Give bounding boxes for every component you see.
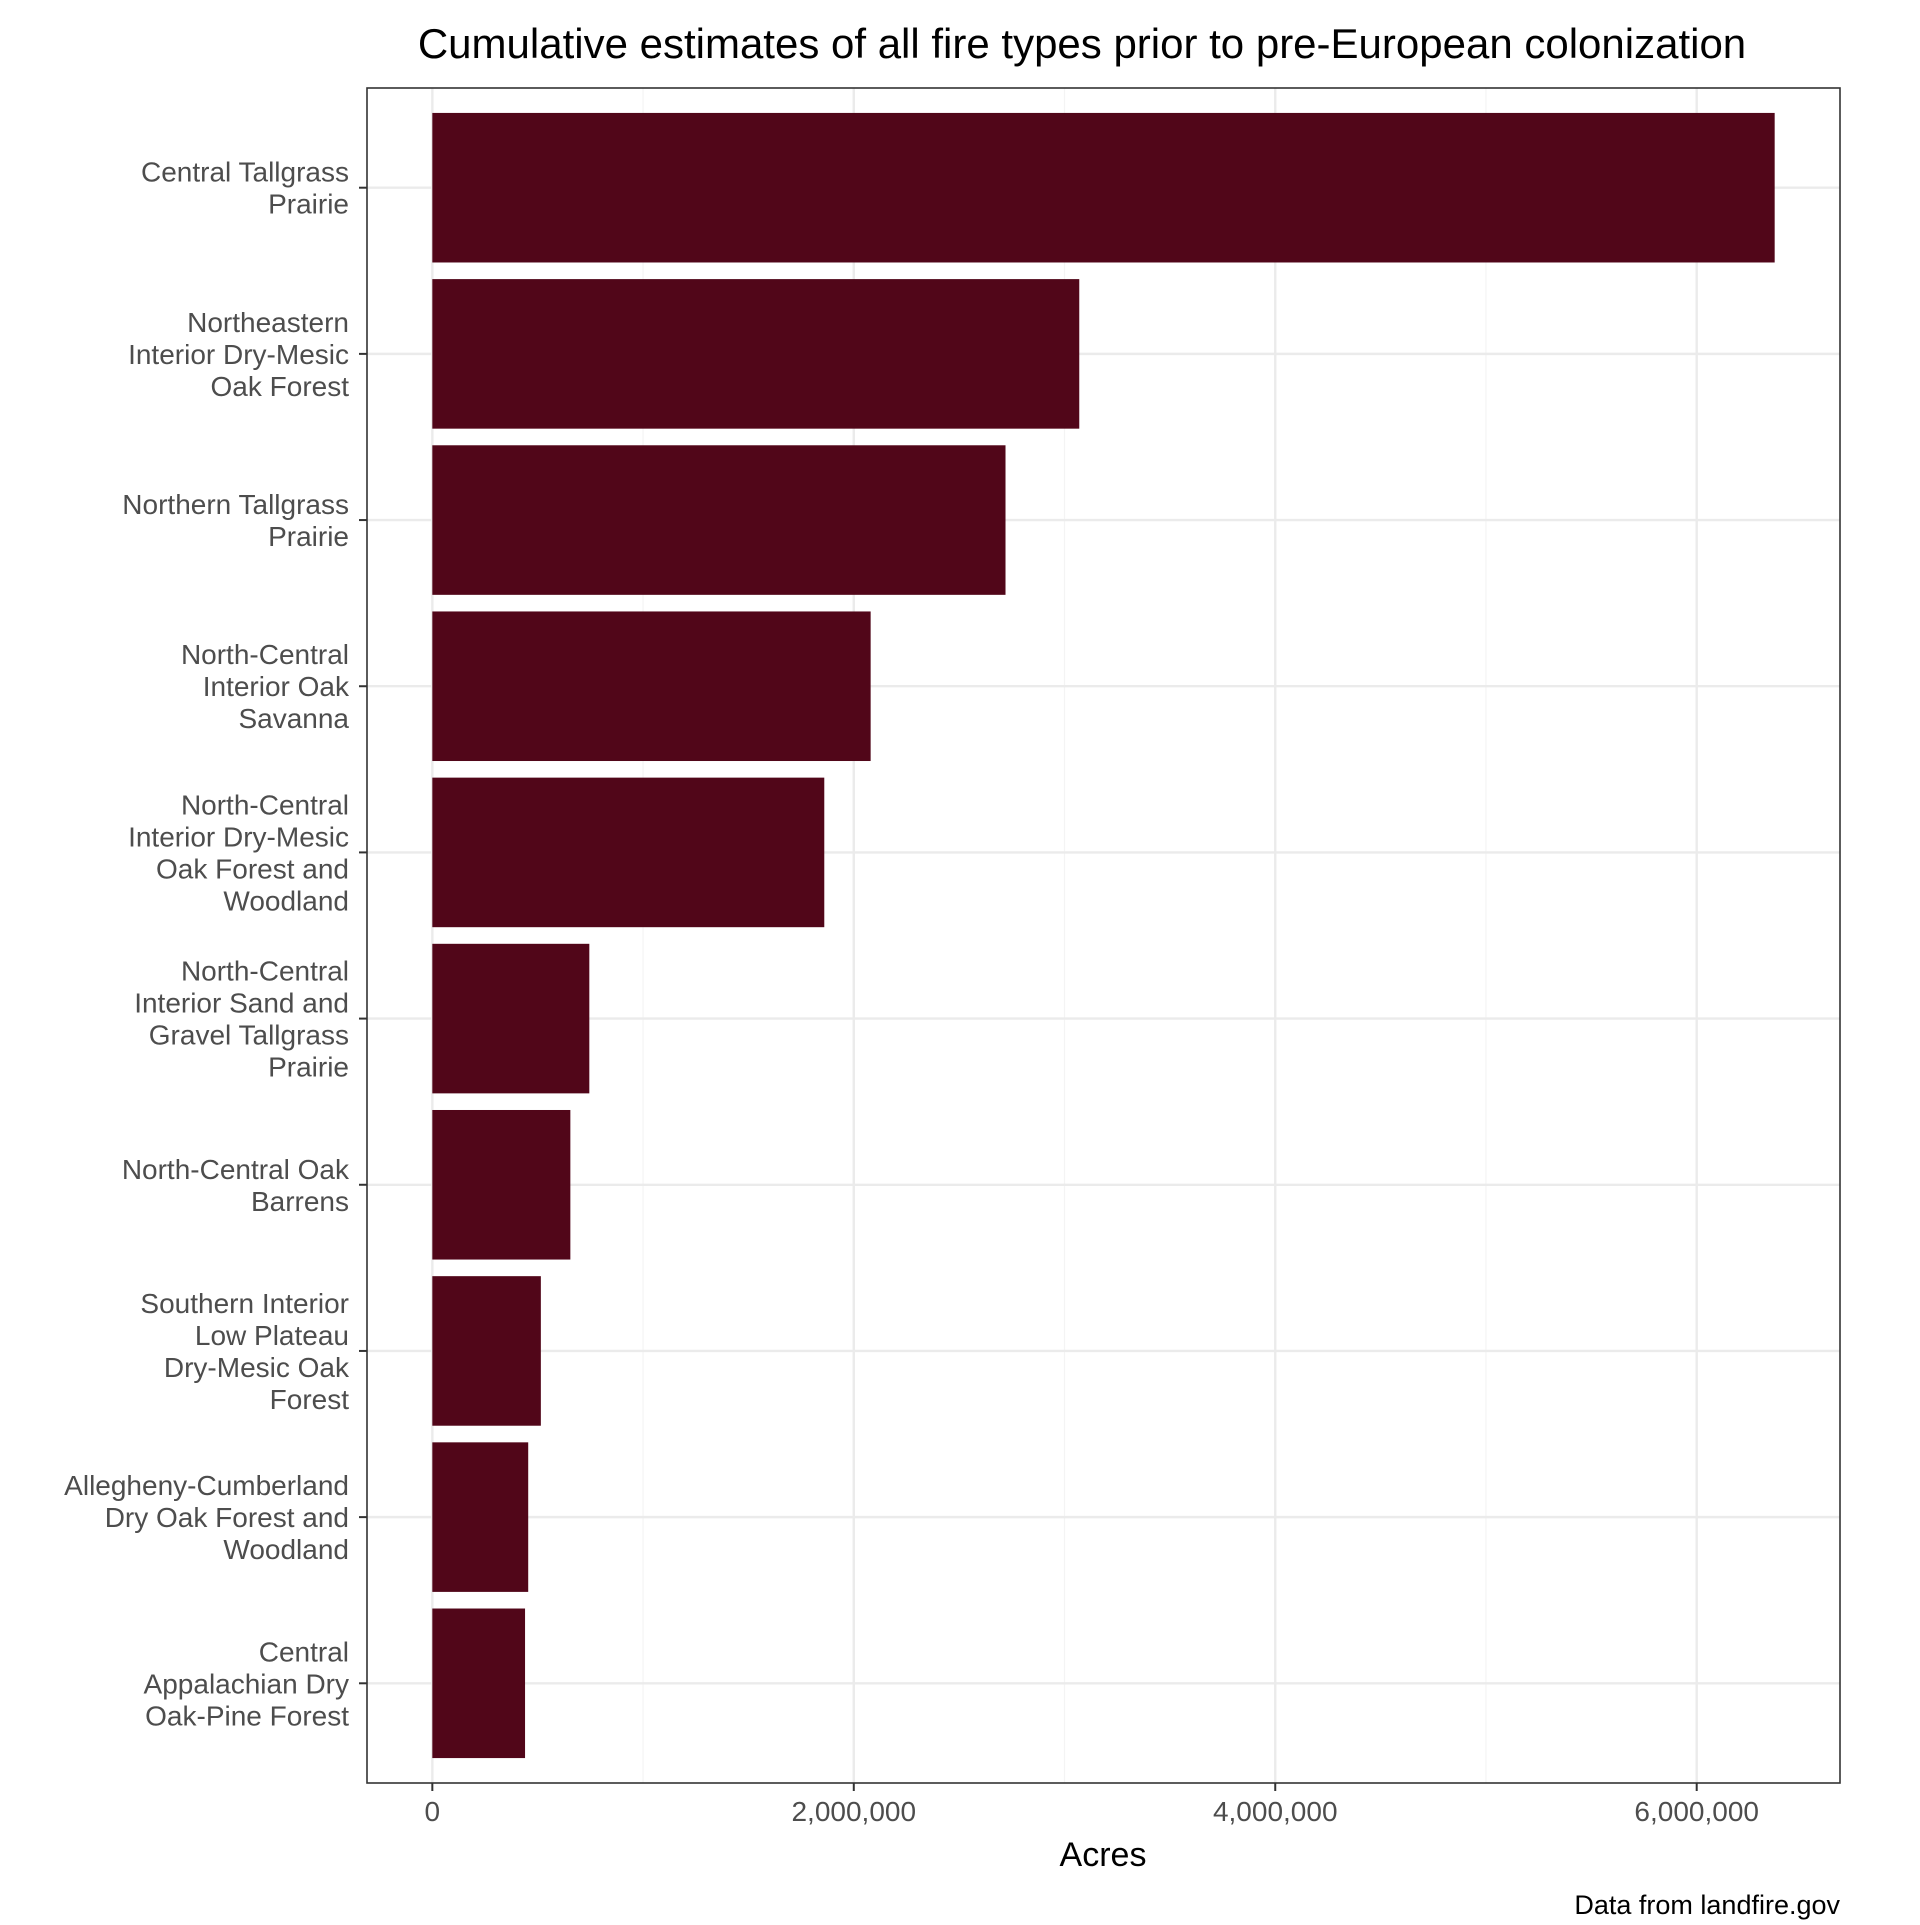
y-tick-label: Southern Interior Low Plateau Dry-Mesic Oa… — [140, 1288, 350, 1415]
y-tick-label-line: Allegheny-Cumberland — [64, 1470, 349, 1501]
y-tick-label-line: Interior Dry-Mesic — [128, 821, 349, 852]
y-tick-label: Allegheny-Cumberland Dry Oak Forest and Wo… — [64, 1470, 349, 1565]
x-axis: 0 2,000,000 4,000,000 6,000,000 — [425, 1783, 1759, 1827]
y-tick-label-line: Low Plateau — [195, 1320, 349, 1351]
x-tick-label: 0 — [425, 1796, 441, 1827]
y-tick-label-line: North-Central — [181, 789, 349, 820]
panel-border — [366, 87, 1841, 1784]
y-tick-label-line: Oak-Pine Forest — [145, 1700, 349, 1731]
bar — [432, 1109, 571, 1260]
y-tick-label: Central Appalachian Dry Oak-Pine Forest — [144, 1636, 350, 1731]
y-tick-label-line: Gravel Tallgrass — [149, 1020, 349, 1051]
bar — [432, 1442, 529, 1592]
x-axis-title: Acres — [1060, 1836, 1147, 1874]
y-tick-label-line: Southern Interior — [140, 1288, 349, 1319]
y-tick-label-line: Oak Forest and — [156, 853, 349, 884]
y-tick-label-line: Oak Forest — [211, 371, 350, 402]
bar — [432, 1608, 526, 1759]
y-tick-label-line: Prairie — [268, 189, 349, 220]
y-tick-label: Northeastern Interior Dry-Mesic Oak Forest — [128, 307, 349, 402]
y-tick-label-line: Prairie — [268, 521, 349, 552]
bar — [432, 445, 1006, 595]
y-tick-label-line: Interior Oak — [203, 671, 350, 702]
y-tick-label: North-Central Oak Barrens — [122, 1154, 350, 1217]
y-tick-label-line: Prairie — [268, 1052, 349, 1083]
bar — [432, 1276, 541, 1426]
y-tick-label-line: Woodland — [223, 1534, 349, 1565]
x-tick-label: 2,000,000 — [791, 1796, 916, 1827]
bar — [432, 279, 1080, 429]
y-tick-label-line: Woodland — [223, 885, 349, 916]
source-caption: Data from landfire.gov — [1574, 1890, 1840, 1920]
y-tick-label: North-Central Interior Oak Savanna — [181, 639, 350, 734]
y-tick-label-line: Central — [259, 1636, 349, 1667]
y-tick-label-line: Interior Sand and — [134, 988, 349, 1019]
y-tick-label-line: North-Central Oak — [122, 1154, 350, 1185]
y-tick-label-line: Northeastern — [187, 307, 349, 338]
y-tick-label: Central Tallgrass Prairie — [141, 157, 349, 220]
chart-title: Cumulative estimates of all fire types p… — [418, 20, 1746, 67]
y-tick-label-line: Interior Dry-Mesic — [128, 339, 349, 370]
y-tick-label-line: Forest — [270, 1384, 350, 1415]
bar — [432, 611, 871, 762]
y-tick-label-line: North-Central — [181, 956, 349, 987]
y-tick-label-line: North-Central — [181, 639, 349, 670]
y-tick-label-line: Appalachian Dry — [144, 1668, 349, 1699]
y-tick-label-line: Dry Oak Forest and — [105, 1502, 349, 1533]
x-tick-label: 4,000,000 — [1213, 1796, 1338, 1827]
x-tick-label: 6,000,000 — [1634, 1796, 1759, 1827]
bar — [432, 112, 1775, 263]
y-tick-label: North-Central Interior Sand and Gravel Tal… — [134, 956, 349, 1083]
y-tick-label-line: Central Tallgrass — [141, 157, 349, 188]
y-tick-label-line: Savanna — [238, 703, 349, 734]
y-tick-label-line: Barrens — [251, 1186, 349, 1217]
bar — [432, 777, 825, 928]
y-tick-label: North-Central Interior Dry-Mesic Oak Fores… — [128, 789, 349, 916]
bars — [432, 112, 1775, 1759]
y-tick-label-line: Northern Tallgrass — [122, 489, 349, 520]
y-tick-label: Northern Tallgrass Prairie — [122, 489, 349, 552]
bar — [432, 943, 590, 1094]
y-tick-label-line: Dry-Mesic Oak — [164, 1352, 350, 1383]
